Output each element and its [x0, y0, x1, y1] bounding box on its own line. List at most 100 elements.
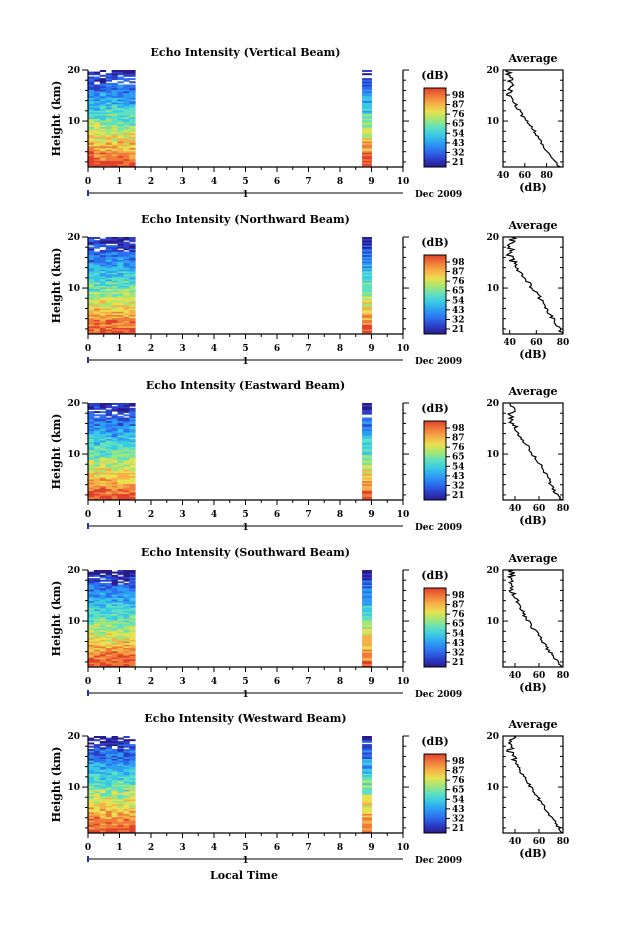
heatmap-cell [99, 116, 107, 119]
heatmap-cell [129, 451, 136, 454]
heatmap-cell [99, 94, 107, 97]
heatmap-cell [105, 141, 112, 144]
heatmap-cell [105, 821, 112, 824]
heatmap-cell [105, 329, 112, 332]
heatmap-cell [117, 258, 124, 260]
heatmap-cell [111, 417, 118, 420]
heatmap-cell [88, 458, 95, 460]
heatmap-cell [93, 736, 101, 738]
heatmap-cell [111, 126, 118, 129]
heatmap-cell [88, 472, 95, 475]
heatmap-cell [362, 488, 372, 491]
heatmap-cell [105, 94, 112, 97]
heatmap-cell [123, 446, 130, 449]
heatmap-cell [88, 650, 95, 653]
heatmap-cell [117, 644, 124, 647]
heatmap-cell [362, 424, 372, 426]
heatmap-cell [93, 610, 101, 613]
heatmap-cell [105, 637, 112, 640]
heatmap-cell [88, 251, 95, 254]
heatmap-cell [93, 306, 101, 309]
heatmap-cell [129, 487, 136, 490]
heatmap-cell [88, 750, 95, 753]
heatmap-cell [129, 493, 136, 496]
heatmap-cell [123, 483, 130, 486]
heatmap-cell [93, 313, 101, 315]
colorbar-unit: (dB) [421, 69, 448, 82]
heatmap-cell [123, 589, 130, 592]
heatmap-cell [105, 107, 112, 110]
heatmap-cell [362, 763, 372, 766]
heatmap-cell [99, 251, 107, 254]
heatmap-cell [362, 316, 372, 319]
heatmap-cell [88, 290, 95, 293]
heatmap-cell [111, 654, 118, 657]
heatmap-cell [362, 757, 372, 759]
colorbar-tick-label: 54 [452, 795, 465, 805]
heatmap-cell [88, 133, 95, 136]
heatmap-cell [129, 436, 136, 439]
heatmap-cell [111, 744, 118, 747]
heatmap-cell [362, 649, 372, 652]
heatmap-cell [117, 482, 124, 485]
heatmap-cell [88, 453, 95, 456]
heatmap-cell [111, 799, 118, 801]
heatmap-cell [123, 794, 130, 797]
heatmap-cell [117, 477, 124, 480]
heatmap-cell [88, 241, 95, 244]
heatmap-cell [362, 612, 372, 614]
heatmap-cell [117, 628, 124, 631]
heatmap-cell [117, 778, 124, 780]
heatmap-cell [117, 637, 124, 640]
heatmap-cell [117, 240, 124, 243]
heatmap-cell [111, 456, 118, 459]
heatmap-cell [105, 792, 112, 795]
heatmap-cell [111, 428, 118, 431]
heatmap-cell [93, 100, 101, 103]
heatmap-cell [117, 462, 124, 465]
heatmap-cell [88, 433, 95, 436]
colorbar-tick-label: 54 [452, 129, 465, 139]
heatmap-cell [93, 639, 101, 642]
heatmap-cell [123, 613, 130, 616]
heatmap-cell [123, 108, 130, 111]
heatmap-cell [362, 303, 372, 306]
heatmap-cell [99, 769, 107, 772]
heatmap-cell [88, 427, 95, 430]
heatmap-cell [117, 147, 124, 150]
heatmap-cell [93, 428, 101, 431]
heatmap-cell [123, 642, 130, 645]
heatmap-cell [117, 779, 124, 782]
heatmap-cell [99, 654, 107, 657]
heatmap-cell [99, 757, 107, 759]
heatmap-cell [111, 134, 118, 137]
heatmap-cell [362, 607, 372, 610]
heatmap-cell [117, 466, 124, 469]
heatmap-cell [117, 280, 124, 283]
heatmap-cell [111, 612, 118, 614]
colorbar-tick-label: 43 [452, 139, 465, 149]
heatmap-cell [129, 644, 136, 647]
heatmap-cell [111, 274, 118, 277]
heatmap-cell [111, 581, 118, 584]
heatmap-cell [117, 623, 124, 626]
heatmap-cell [111, 144, 118, 147]
heatmap-cell [99, 610, 107, 613]
heatmap-cell [88, 126, 95, 129]
heatmap-cell [105, 282, 112, 285]
heatmap-cell [362, 428, 372, 431]
heatmap-cell [93, 102, 101, 105]
heatmap-cell [117, 820, 124, 823]
heatmap-cell [362, 139, 372, 142]
heatmap-cell [105, 118, 112, 121]
heatmap-cell [111, 92, 118, 95]
heatmap-cell [88, 238, 95, 241]
heatmap-cell [123, 330, 130, 333]
heatmap-cell [93, 761, 101, 764]
heatmap-cell [88, 306, 95, 309]
heatmap-cell [93, 818, 101, 821]
heatmap-cell [105, 621, 112, 624]
heatmap-cell [111, 129, 118, 132]
heatmap-cell [117, 110, 124, 113]
